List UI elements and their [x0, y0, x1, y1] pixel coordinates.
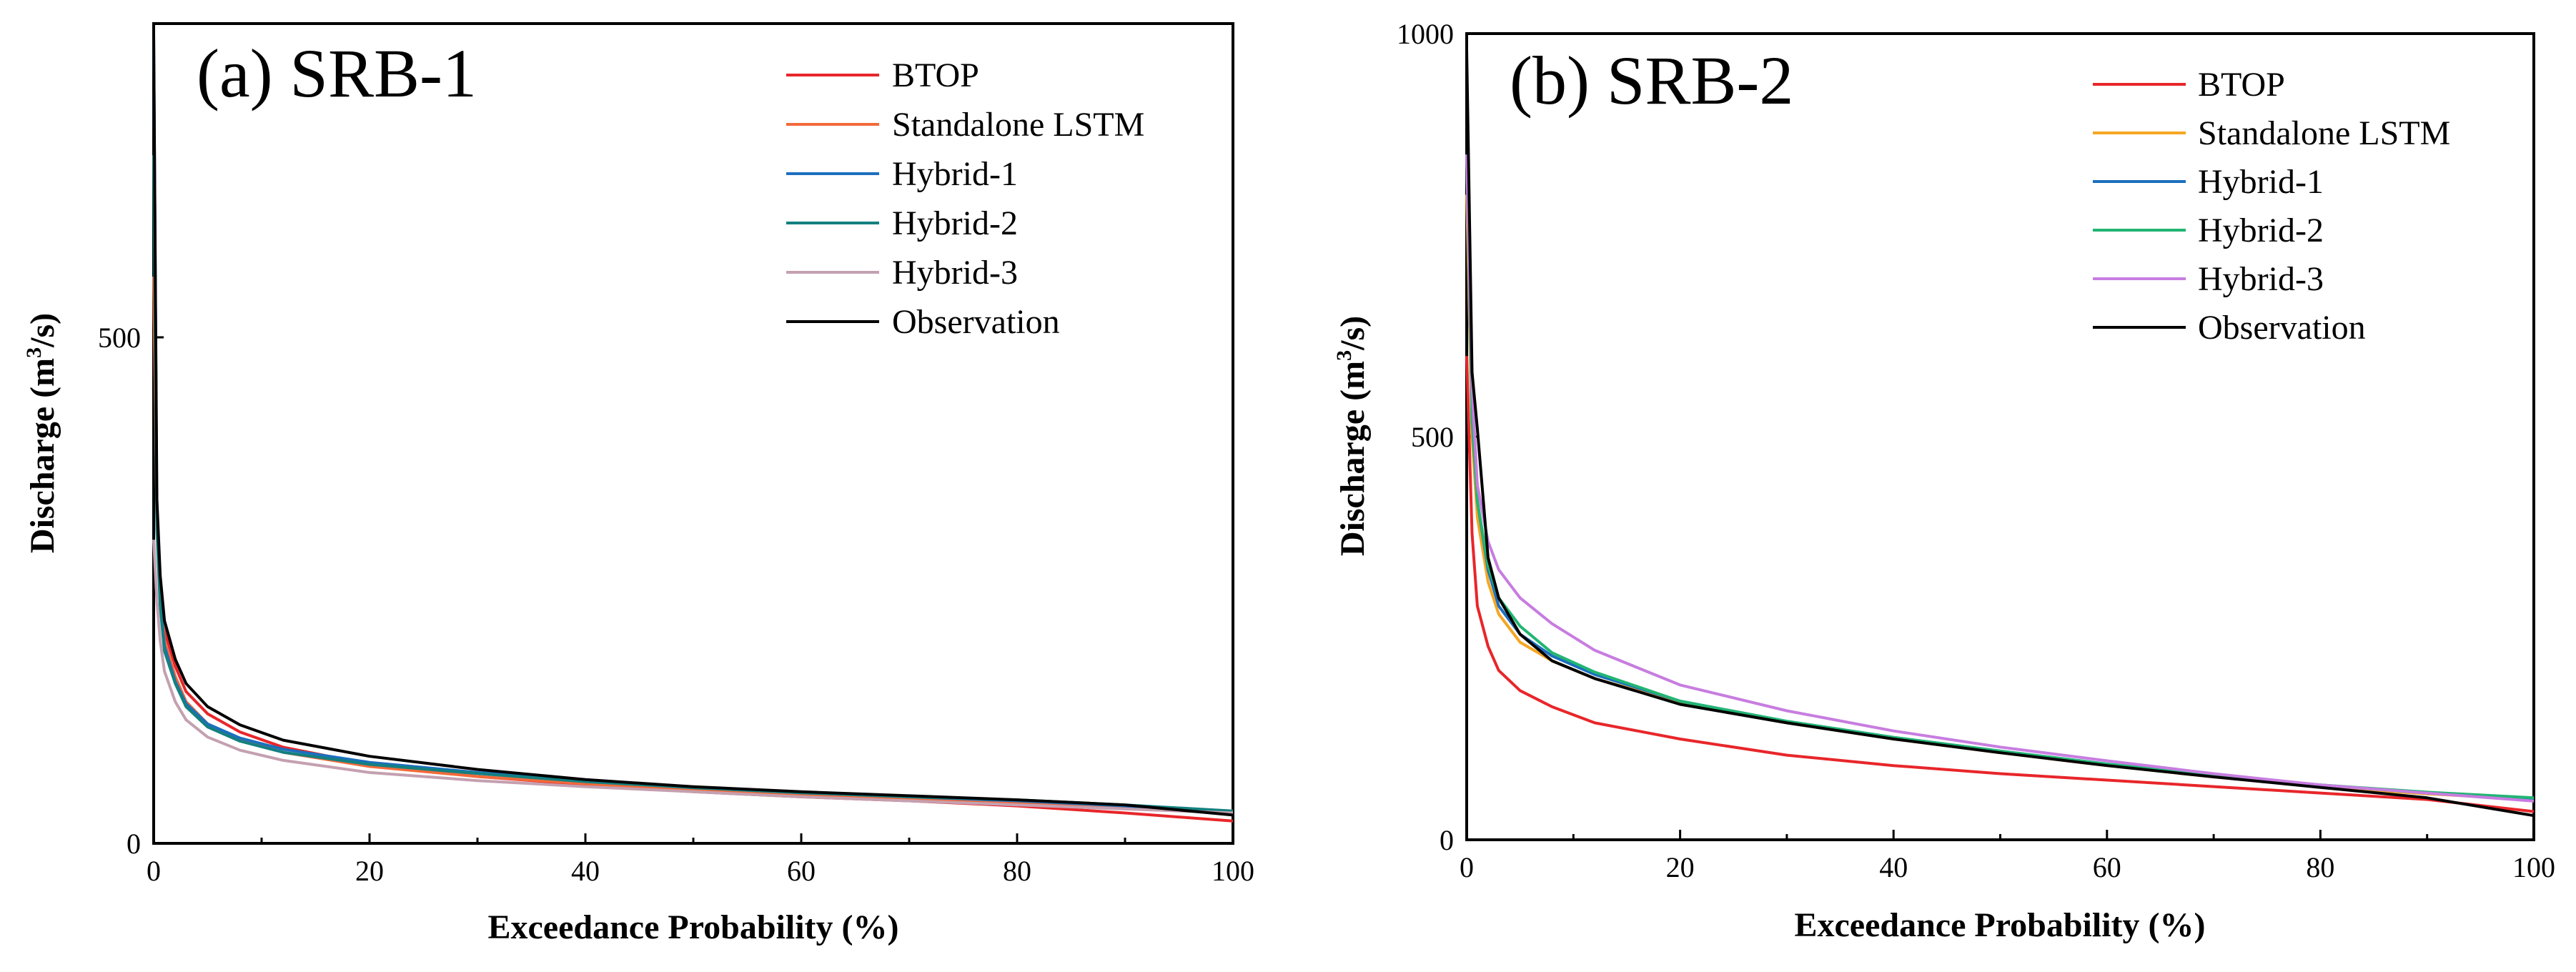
x-tick-label: 40: [1879, 851, 1908, 883]
y-tick-label: 0: [1440, 824, 1454, 856]
y-axis-title: Discharge (m3/s): [1332, 316, 1372, 556]
y-axis-title-tail: /s): [24, 313, 61, 348]
legend-label-hybrid-3: Hybrid-3: [2198, 260, 2324, 298]
x-tick-label: 80: [1003, 855, 1031, 887]
legend: BTOP Standalone LSTM Hybrid-1 Hybrid-2 H…: [786, 56, 1144, 341]
x-tick-label: 100: [2512, 851, 2555, 883]
y-tick-label: 500: [1411, 421, 1454, 453]
y-tick-label: 0: [127, 828, 141, 860]
y-axis-title-tail: /s): [1334, 316, 1372, 351]
y-axis-title-sup: 3: [1332, 350, 1356, 361]
legend-label-btop: BTOP: [892, 56, 979, 94]
series-line-hybrid-2: [152, 155, 1234, 813]
series-line-hybrid-3: [152, 540, 1234, 815]
legend-label-standalone-lstm: Standalone LSTM: [892, 106, 1144, 144]
panel-title: (b) SRB-2: [1510, 42, 1793, 119]
series-lines: [1465, 49, 2535, 818]
chart-panel-srb-1: 0 20 40 60 80 100 0 500 (a) SRB-1 Exceedance Pr…: [22, 22, 1254, 946]
legend-label-hybrid-1: Hybrid-1: [892, 155, 1018, 193]
series-line-standalone-lstm: [152, 276, 1234, 813]
x-tick-label: 20: [1666, 851, 1695, 883]
x-tick-label: 40: [571, 855, 600, 887]
series-line-btop: [152, 276, 1234, 823]
x-tick-label: 60: [2093, 851, 2121, 883]
series-line-standalone-lstm: [1465, 194, 2535, 801]
legend-label-hybrid-2: Hybrid-2: [2198, 212, 2324, 249]
x-tick-label: 0: [147, 855, 161, 887]
y-axis-title-main: Discharge (m: [1334, 361, 1372, 556]
axis-ticks: 0 20 40 60 80 100 0 500: [98, 322, 1254, 887]
y-axis-title: Discharge (m3/s): [22, 313, 61, 553]
y-tick-label: 1000: [1397, 18, 1454, 50]
series-line-btop: [1465, 356, 2535, 813]
panel-title: (a) SRB-1: [197, 35, 477, 111]
x-tick-label: 80: [2306, 851, 2334, 883]
legend: BTOP Standalone LSTM Hybrid-1 Hybrid-2 H…: [2093, 66, 2450, 347]
plot-area-frame: [152, 22, 1234, 845]
x-axis-title: Exceedance Probability (%): [487, 908, 898, 946]
x-tick-label: 100: [1212, 855, 1254, 887]
legend-label-hybrid-3: Hybrid-3: [892, 254, 1018, 292]
x-axis-title: Exceedance Probability (%): [1794, 906, 2205, 944]
legend-label-observation: Observation: [892, 303, 1060, 341]
y-axis-title-sup: 3: [22, 347, 46, 358]
x-tick-label: 0: [1460, 851, 1474, 883]
legend-label-standalone-lstm: Standalone LSTM: [2198, 114, 2450, 152]
series-line-observation: [152, 34, 1234, 817]
series-line-hybrid-3: [1465, 154, 2535, 803]
series-lines: [152, 34, 1234, 823]
series-line-hybrid-1: [152, 34, 1234, 815]
series-line-hybrid-2: [1465, 154, 2535, 800]
y-tick-label: 500: [98, 322, 141, 354]
plot-area-frame: [1465, 32, 2535, 841]
legend-label-hybrid-2: Hybrid-2: [892, 204, 1018, 242]
x-tick-label: 60: [787, 855, 816, 887]
y-axis-title-main: Discharge (m: [24, 358, 61, 553]
series-line-observation: [1465, 49, 2535, 818]
x-tick-label: 20: [355, 855, 384, 887]
legend-label-observation: Observation: [2198, 309, 2366, 347]
legend-label-btop: BTOP: [2198, 66, 2285, 104]
legend-label-hybrid-1: Hybrid-1: [2198, 163, 2324, 201]
series-line-hybrid-1: [1465, 154, 2535, 801]
